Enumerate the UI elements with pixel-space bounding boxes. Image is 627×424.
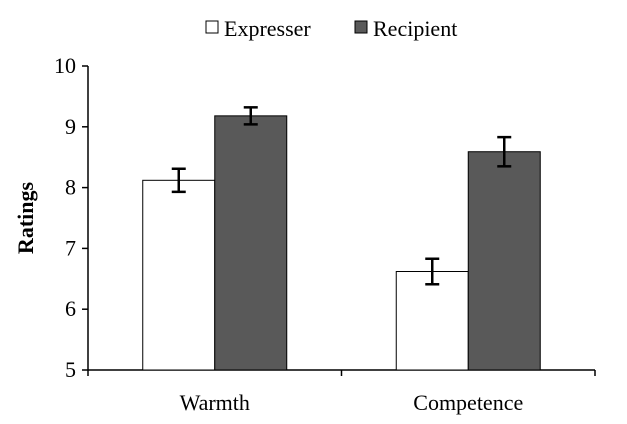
y-tick-label: 9	[65, 114, 76, 139]
legend-swatch-expresser	[205, 20, 219, 34]
legend-label-recipient: Recipient	[373, 16, 457, 41]
y-tick-label: 10	[54, 53, 76, 78]
legend-label-expresser: Expresser	[224, 16, 311, 41]
plot-area: 5 6 7 8 9 10 Warmth Competence	[54, 53, 596, 415]
y-axis-label: Ratings	[13, 182, 38, 255]
y-tick-label: 6	[65, 296, 76, 321]
bar-expresser-competence	[395, 271, 469, 371]
bar-expresser-warmth	[142, 179, 216, 371]
legend: Expresser Recipient	[205, 16, 457, 41]
x-category-label: Warmth	[180, 390, 250, 415]
bar-recipient-competence	[467, 151, 541, 371]
y-tick-label: 7	[65, 235, 76, 260]
x-category-label: Competence	[413, 390, 523, 415]
legend-swatch-recipient	[354, 20, 368, 34]
y-tick-label: 5	[65, 357, 76, 382]
y-tick-label: 8	[65, 175, 76, 200]
bar-recipient-warmth	[214, 115, 288, 371]
